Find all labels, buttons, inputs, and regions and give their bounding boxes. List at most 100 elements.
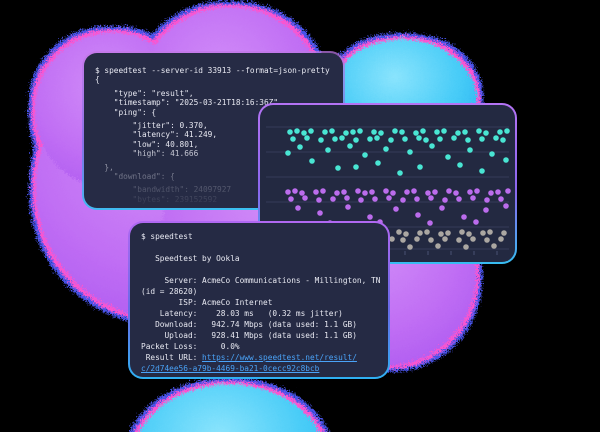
data-point xyxy=(445,230,451,236)
data-point xyxy=(399,129,405,135)
data-point xyxy=(504,128,510,134)
terminal-line: Speedtest by Ookla xyxy=(141,253,384,264)
data-point xyxy=(317,210,323,216)
data-point xyxy=(459,229,465,235)
data-point xyxy=(416,135,422,141)
data-point xyxy=(500,137,506,143)
terminal-line: Download: 942.74 Mbps (data used: 1.1 GB… xyxy=(141,319,384,330)
data-point xyxy=(402,136,408,142)
data-point xyxy=(437,136,443,142)
terminal-text: "bytes": 239152592 xyxy=(95,194,218,204)
data-point xyxy=(322,129,328,135)
data-point xyxy=(484,197,490,203)
data-point xyxy=(287,129,293,135)
data-point xyxy=(491,243,497,249)
terminal-line: "ping": { xyxy=(95,108,339,117)
data-point xyxy=(424,229,430,235)
data-point xyxy=(413,130,419,136)
data-point xyxy=(427,220,433,226)
data-point xyxy=(432,189,438,195)
data-point xyxy=(470,195,476,201)
data-point xyxy=(497,129,503,135)
data-point xyxy=(414,236,420,242)
terminal-line: "low": 40.801, xyxy=(95,140,339,149)
data-point xyxy=(505,188,511,194)
terminal-text: Download: 942.74 Mbps (data used: 1.1 GB… xyxy=(141,320,357,329)
data-point xyxy=(330,196,336,202)
terminal-line: c/2d74ee56-a79b-4469-ba21-0cecc92c8bcb xyxy=(141,363,384,374)
data-point xyxy=(309,158,315,164)
data-point xyxy=(455,130,461,136)
data-point xyxy=(411,188,417,194)
data-point xyxy=(498,236,504,242)
data-point xyxy=(434,129,440,135)
terminal-text: "bandwidth": 24097927 xyxy=(95,185,232,195)
data-point xyxy=(417,164,423,170)
data-point xyxy=(386,195,392,201)
data-point xyxy=(332,136,338,142)
terminal-text: $ speedtest xyxy=(141,232,193,241)
result-url-link[interactable]: https://www.speedtest.net/result/ xyxy=(202,353,357,362)
data-point xyxy=(493,135,499,141)
data-point xyxy=(498,196,504,202)
data-point xyxy=(407,149,413,155)
data-point xyxy=(297,144,303,150)
data-point xyxy=(294,128,300,134)
terminal-line: "bandwidth": 24097927 xyxy=(95,185,339,194)
speedtest-terminal-output: $ speedtest Speedtest by Ookla Server: A… xyxy=(141,231,384,374)
terminal-line: Result URL: https://www.speedtest.net/re… xyxy=(141,352,384,363)
data-point xyxy=(470,236,476,242)
terminal-line: }, xyxy=(95,163,339,172)
data-point xyxy=(285,150,291,156)
data-point xyxy=(414,196,420,202)
data-point xyxy=(466,231,472,237)
data-point xyxy=(420,128,426,134)
data-point xyxy=(400,237,406,243)
data-point xyxy=(353,164,359,170)
terminal-text: }, xyxy=(95,162,114,172)
data-point xyxy=(355,188,361,194)
data-point xyxy=(483,130,489,136)
data-point xyxy=(372,196,378,202)
data-point xyxy=(316,197,322,203)
data-point xyxy=(445,154,451,160)
data-point xyxy=(403,231,409,237)
terminal-line: $ speedtest xyxy=(141,231,384,242)
terminal-line: "high": 41.666 xyxy=(95,149,339,158)
terminal-text: "latency": 41.249, xyxy=(95,130,218,140)
data-point xyxy=(393,206,399,212)
data-point xyxy=(304,135,310,141)
data-point xyxy=(344,195,350,201)
terminal-text: Upload: 928.41 Mbps (data used: 1.1 GB) xyxy=(141,331,357,340)
data-point xyxy=(488,190,494,196)
data-point xyxy=(487,229,493,235)
data-point xyxy=(463,244,469,250)
data-point xyxy=(439,205,445,211)
result-url-link[interactable]: c/2d74ee56-a79b-4469-ba21-0cecc92c8bcb xyxy=(141,364,320,373)
data-point xyxy=(389,236,395,242)
data-point xyxy=(390,190,396,196)
data-point xyxy=(341,189,347,195)
data-point xyxy=(345,204,351,210)
terminal-text: Server: AcmeCo Communications - Millingt… xyxy=(141,276,381,285)
data-point xyxy=(383,146,389,152)
terminal-text: "download": { xyxy=(95,171,175,181)
terminal-line: Latency: 28.03 ms (0.32 ms jitter) xyxy=(141,308,384,319)
data-point xyxy=(335,165,341,171)
data-point xyxy=(318,137,324,143)
data-point xyxy=(375,160,381,166)
data-point xyxy=(299,190,305,196)
data-point xyxy=(290,136,296,142)
terminal-text: Speedtest by Ookla xyxy=(141,254,240,263)
data-point xyxy=(288,196,294,202)
terminal-text: "ping": { xyxy=(95,107,157,117)
data-point xyxy=(329,128,335,134)
data-point xyxy=(501,230,507,236)
terminal-line: (id = 28620) xyxy=(141,286,384,297)
terminal-line: "type": "result", xyxy=(95,89,339,98)
data-point xyxy=(457,162,463,168)
data-point xyxy=(446,188,452,194)
data-point xyxy=(388,137,394,143)
terminal-text: (id = 28620) xyxy=(141,287,198,296)
